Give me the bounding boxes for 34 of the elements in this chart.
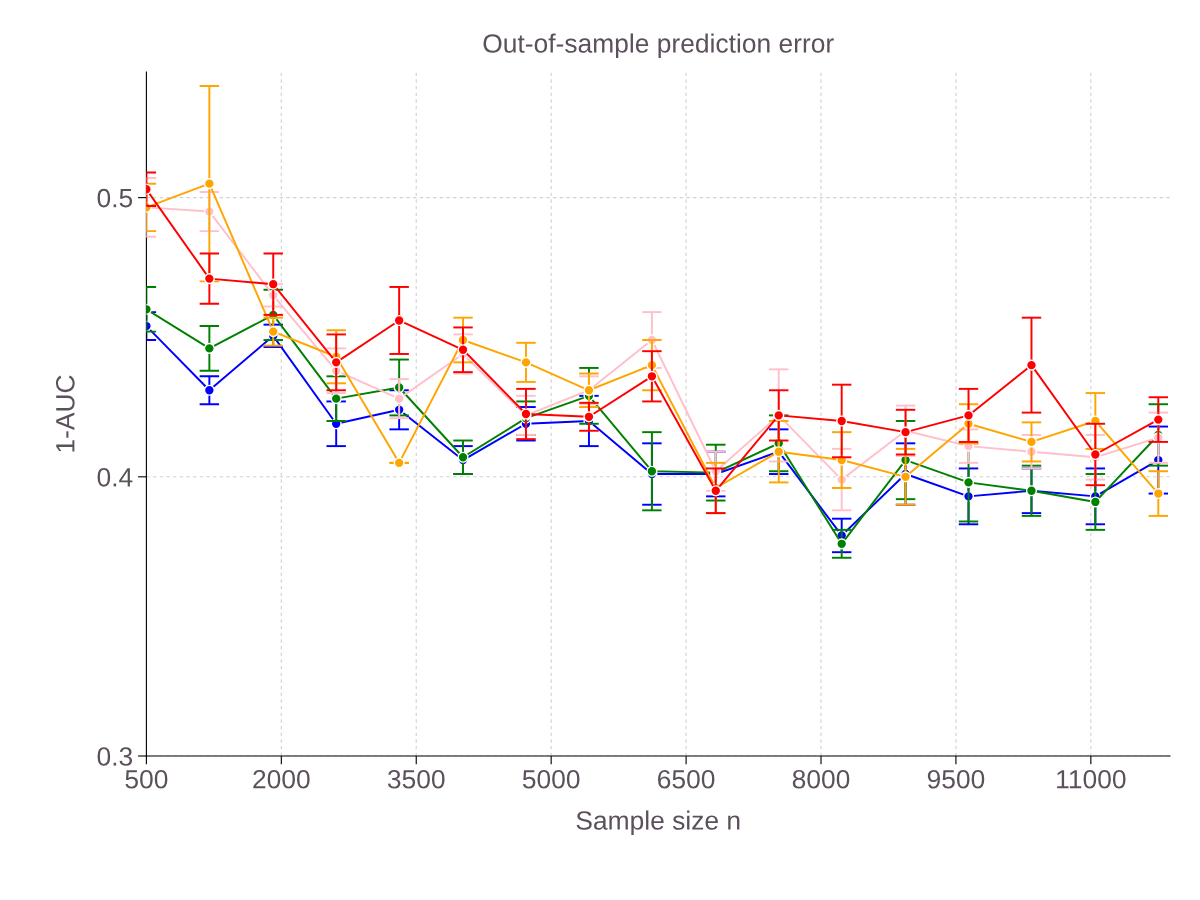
point (962, 476, 975, 488)
point (330, 393, 342, 405)
point (1152, 488, 1164, 500)
point (1025, 359, 1038, 371)
point (203, 342, 215, 354)
point (267, 278, 279, 290)
x-axis-title: Sample size n (576, 810, 740, 836)
point (330, 356, 342, 368)
x-tick-label: 500 (125, 769, 168, 789)
point (1025, 436, 1038, 448)
y-axis-title: 1-AUC (55, 375, 75, 452)
x-tick-label: 3500 (387, 769, 445, 789)
point (203, 178, 215, 190)
x-tick-label: 8000 (792, 769, 850, 789)
y-tick-label: 0.4 (97, 467, 133, 487)
y-tick-label: 0.5 (97, 188, 133, 208)
x-tick-label: 9500 (927, 769, 985, 789)
x-tick-label: 2000 (253, 769, 310, 789)
point (393, 393, 405, 405)
point (203, 273, 215, 285)
point (1152, 414, 1164, 426)
point (962, 409, 975, 421)
point (1089, 496, 1101, 508)
point (393, 314, 405, 327)
point (583, 411, 595, 423)
x-tick-label: 11000 (1057, 769, 1126, 789)
x-tick-label: 5000 (522, 769, 580, 789)
point (836, 415, 848, 427)
x-tick-label: 6500 (658, 769, 715, 789)
point (457, 344, 469, 356)
point (646, 370, 658, 382)
point (520, 356, 532, 368)
chart-title: Out-of-sample prediction error (483, 33, 834, 59)
y-tick-label: 0.3 (97, 747, 133, 766)
